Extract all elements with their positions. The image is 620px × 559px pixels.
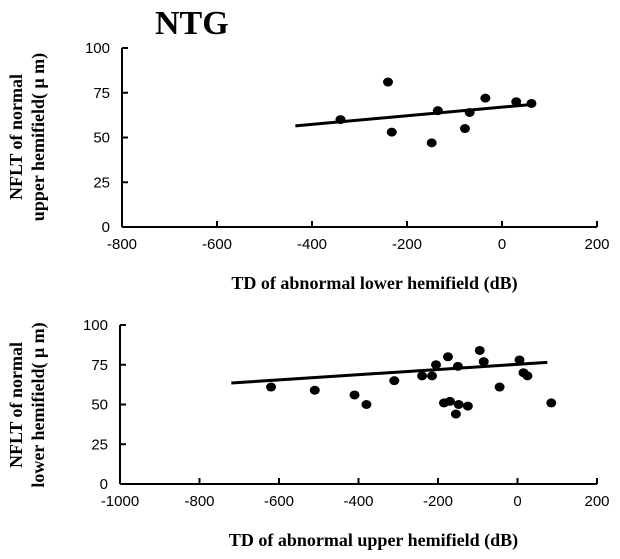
x-tick-label: -400 bbox=[297, 236, 327, 253]
x-tick-label: 0 bbox=[498, 236, 506, 253]
x-axis-label: TD of abnormal lower hemifield (dB) bbox=[231, 273, 517, 294]
y-tick-label: 75 bbox=[93, 85, 110, 102]
data-point bbox=[494, 382, 505, 392]
y-tick-label: 0 bbox=[102, 219, 110, 236]
x-tick-label: -800 bbox=[107, 236, 137, 253]
data-point bbox=[309, 385, 320, 395]
data-point bbox=[389, 376, 400, 386]
data-point bbox=[266, 382, 277, 392]
data-point bbox=[442, 352, 453, 362]
data-point bbox=[474, 345, 485, 355]
data-point bbox=[522, 371, 533, 381]
data-point bbox=[452, 361, 463, 371]
x-tick-label: -200 bbox=[423, 493, 453, 510]
y-axis-label-line: lower hemifield( μ m) bbox=[28, 322, 49, 487]
x-tick-label: -800 bbox=[184, 493, 214, 510]
x-tick-label: -600 bbox=[264, 493, 294, 510]
data-point bbox=[361, 400, 372, 409]
data-point bbox=[546, 398, 557, 408]
y-tick-label: 100 bbox=[83, 317, 108, 334]
data-point bbox=[426, 138, 437, 148]
x-tick-label: 200 bbox=[584, 236, 609, 253]
y-axis-label-line: NFLT of normal bbox=[6, 74, 26, 200]
figure-title: NTG bbox=[155, 5, 229, 42]
y-axis-label-line: NFLT of normal bbox=[6, 342, 26, 468]
y-tick-label: 25 bbox=[91, 436, 108, 453]
data-point bbox=[432, 106, 443, 116]
y-tick-label: 25 bbox=[93, 174, 110, 191]
data-point bbox=[514, 355, 525, 365]
x-tick-label: -600 bbox=[202, 236, 232, 253]
data-point bbox=[431, 360, 442, 370]
data-point bbox=[480, 93, 491, 103]
data-point bbox=[453, 400, 464, 409]
data-point bbox=[459, 124, 470, 134]
x-tick-label: 200 bbox=[584, 493, 609, 510]
data-point bbox=[335, 115, 346, 125]
x-tick-label: -1000 bbox=[101, 493, 139, 510]
y-tick-label: 50 bbox=[93, 130, 110, 147]
y-tick-label: 100 bbox=[85, 40, 110, 57]
y-tick-label: 75 bbox=[91, 357, 108, 374]
trend-line bbox=[295, 102, 534, 128]
data-point bbox=[349, 390, 360, 400]
data-point bbox=[417, 371, 428, 381]
x-tick-label: -200 bbox=[392, 236, 422, 253]
y-tick-label: 0 bbox=[100, 476, 108, 493]
data-point bbox=[450, 409, 461, 419]
data-point bbox=[386, 127, 397, 137]
y-tick-label: 50 bbox=[91, 397, 108, 414]
data-point bbox=[462, 401, 473, 411]
x-tick-label: -400 bbox=[343, 493, 373, 510]
y-axis-label-line: upper hemifield( μ m) bbox=[28, 53, 49, 221]
x-tick-label: 0 bbox=[513, 493, 521, 510]
data-point bbox=[526, 98, 537, 108]
trend-line bbox=[231, 360, 548, 385]
data-point bbox=[464, 107, 475, 117]
data-point bbox=[383, 77, 393, 87]
x-axis-label: TD of abnormal upper hemifield (dB) bbox=[229, 530, 518, 551]
data-point bbox=[444, 396, 455, 406]
data-point bbox=[511, 97, 522, 107]
data-point bbox=[478, 357, 489, 367]
data-point bbox=[427, 371, 438, 381]
